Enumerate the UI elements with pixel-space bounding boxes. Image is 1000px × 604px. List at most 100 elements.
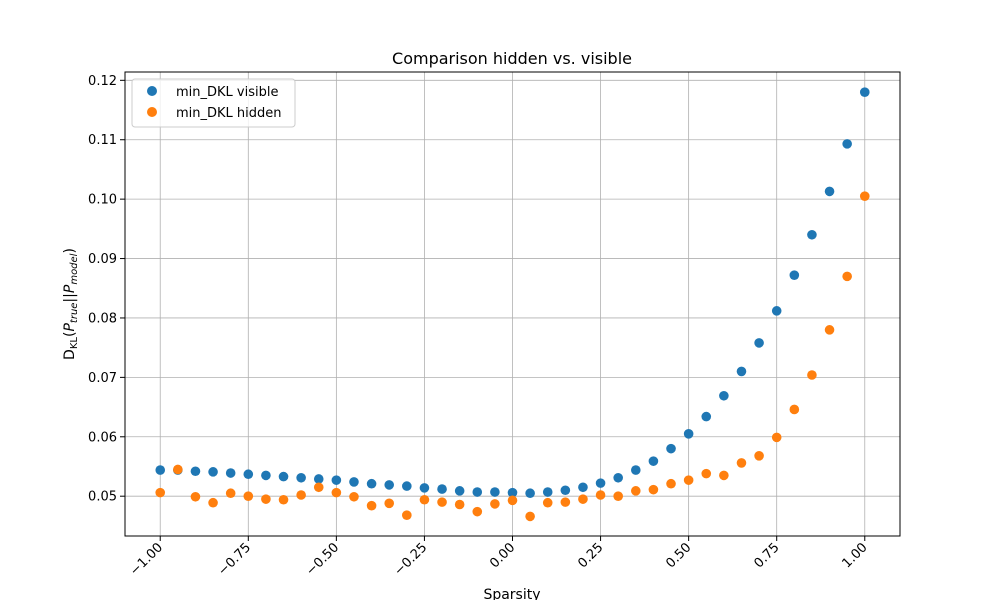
point-min-dkl-visible bbox=[789, 270, 800, 280]
y-tick-label: 0.05 bbox=[88, 490, 117, 505]
point-min-dkl-visible bbox=[595, 478, 606, 488]
point-min-dkl-hidden bbox=[313, 482, 324, 493]
point-min-dkl-hidden bbox=[278, 494, 289, 505]
y-tick-label: 0.11 bbox=[88, 133, 117, 148]
y-tick-label: 0.06 bbox=[88, 430, 117, 445]
point-min-dkl-hidden bbox=[771, 432, 782, 443]
point-min-dkl-visible bbox=[525, 488, 535, 499]
point-min-dkl-visible bbox=[419, 483, 430, 493]
point-min-dkl-hidden bbox=[613, 491, 623, 501]
point-min-dkl-visible bbox=[190, 466, 201, 477]
point-min-dkl-hidden bbox=[560, 497, 571, 507]
point-min-dkl-visible bbox=[842, 139, 852, 149]
point-min-dkl-visible bbox=[384, 480, 395, 490]
point-min-dkl-visible bbox=[666, 443, 676, 454]
y-tick-label: 0.09 bbox=[88, 252, 117, 267]
point-min-dkl-hidden bbox=[842, 271, 852, 282]
y-tick-label: 0.07 bbox=[88, 371, 117, 386]
point-min-dkl-visible bbox=[859, 87, 870, 97]
y-axis-label: DKL(Ptrue||Pmodel) bbox=[62, 248, 80, 360]
point-min-dkl-hidden bbox=[208, 497, 218, 508]
point-min-dkl-visible bbox=[824, 186, 835, 197]
y-tick-label: 0.10 bbox=[88, 193, 117, 208]
point-min-dkl-visible bbox=[366, 478, 377, 489]
point-min-dkl-visible bbox=[507, 487, 518, 498]
point-min-dkl-visible bbox=[313, 474, 324, 484]
point-min-dkl-visible bbox=[243, 469, 254, 480]
point-min-dkl-hidden bbox=[736, 458, 747, 468]
point-min-dkl-hidden bbox=[402, 510, 412, 521]
point-min-dkl-visible bbox=[754, 338, 764, 348]
point-min-dkl-hidden bbox=[296, 490, 306, 500]
point-min-dkl-hidden bbox=[472, 506, 483, 517]
point-min-dkl-hidden bbox=[666, 478, 676, 489]
point-min-dkl-visible bbox=[472, 487, 483, 497]
point-min-dkl-hidden bbox=[807, 370, 817, 380]
point-min-dkl-hidden bbox=[261, 494, 271, 504]
point-min-dkl-visible bbox=[683, 429, 694, 439]
legend-box bbox=[131, 78, 296, 128]
point-min-dkl-visible bbox=[296, 472, 306, 483]
point-min-dkl-visible bbox=[155, 465, 166, 475]
point-min-dkl-hidden bbox=[719, 470, 729, 481]
point-min-dkl-visible bbox=[490, 487, 500, 497]
point-min-dkl-hidden bbox=[648, 484, 659, 495]
point-min-dkl-visible bbox=[225, 468, 236, 478]
point-min-dkl-hidden bbox=[366, 500, 377, 511]
point-min-dkl-hidden bbox=[437, 497, 447, 507]
point-min-dkl-visible bbox=[807, 229, 817, 240]
point-min-dkl-hidden bbox=[824, 325, 835, 335]
point-min-dkl-hidden bbox=[454, 499, 465, 510]
point-min-dkl-hidden bbox=[683, 475, 694, 485]
point-min-dkl-hidden bbox=[331, 487, 342, 498]
point-min-dkl-hidden bbox=[243, 491, 254, 501]
point-min-dkl-visible bbox=[331, 475, 342, 485]
point-min-dkl-visible bbox=[208, 467, 218, 477]
point-min-dkl-visible bbox=[560, 485, 571, 496]
point-min-dkl-visible bbox=[613, 472, 623, 483]
point-min-dkl-visible bbox=[437, 484, 447, 494]
point-min-dkl-hidden bbox=[578, 494, 588, 504]
point-min-dkl-hidden bbox=[701, 468, 712, 479]
point-min-dkl-visible bbox=[261, 470, 271, 481]
point-min-dkl-visible bbox=[402, 481, 412, 491]
legend-label-hidden: min_DKL hidden bbox=[176, 106, 282, 121]
point-min-dkl-hidden bbox=[789, 404, 800, 415]
point-min-dkl-hidden bbox=[349, 491, 359, 502]
point-min-dkl-hidden bbox=[419, 494, 430, 505]
point-min-dkl-visible bbox=[578, 482, 588, 493]
point-min-dkl-hidden bbox=[155, 487, 166, 498]
data-points bbox=[155, 87, 870, 522]
chart-title: Comparison hidden vs. visible bbox=[392, 49, 632, 68]
point-min-dkl-visible bbox=[630, 465, 641, 475]
point-min-dkl-hidden bbox=[525, 511, 535, 522]
legend-label-visible: min_DKL visible bbox=[176, 85, 278, 100]
x-axis-label: Sparsity bbox=[483, 587, 540, 600]
legend-marker-hidden bbox=[147, 107, 157, 117]
point-min-dkl-visible bbox=[771, 306, 782, 316]
point-min-dkl-visible bbox=[719, 390, 729, 401]
point-min-dkl-hidden bbox=[859, 191, 870, 201]
point-min-dkl-visible bbox=[701, 411, 712, 422]
point-min-dkl-visible bbox=[542, 487, 553, 497]
point-min-dkl-visible bbox=[648, 456, 659, 466]
point-min-dkl-hidden bbox=[507, 495, 518, 506]
y-tick-label: 0.12 bbox=[88, 74, 117, 89]
legend-marker-visible bbox=[147, 86, 157, 96]
y-tick-label: 0.08 bbox=[88, 311, 117, 326]
point-min-dkl-hidden bbox=[190, 491, 201, 502]
point-min-dkl-hidden bbox=[490, 499, 500, 509]
point-min-dkl-hidden bbox=[630, 486, 641, 496]
y-axis-ticks: 0.05 0.06 0.07 0.08 0.09 0.10 0.11 0.12 bbox=[88, 74, 125, 505]
point-min-dkl-hidden bbox=[542, 497, 553, 508]
point-min-dkl-hidden bbox=[384, 498, 395, 509]
point-min-dkl-hidden bbox=[595, 490, 606, 500]
point-min-dkl-visible bbox=[736, 366, 747, 377]
point-min-dkl-visible bbox=[278, 471, 289, 482]
point-min-dkl-visible bbox=[454, 486, 465, 496]
point-min-dkl-visible bbox=[349, 477, 359, 487]
legend: min_DKL visible min_DKL hidden bbox=[131, 78, 296, 128]
point-min-dkl-hidden bbox=[754, 450, 764, 461]
